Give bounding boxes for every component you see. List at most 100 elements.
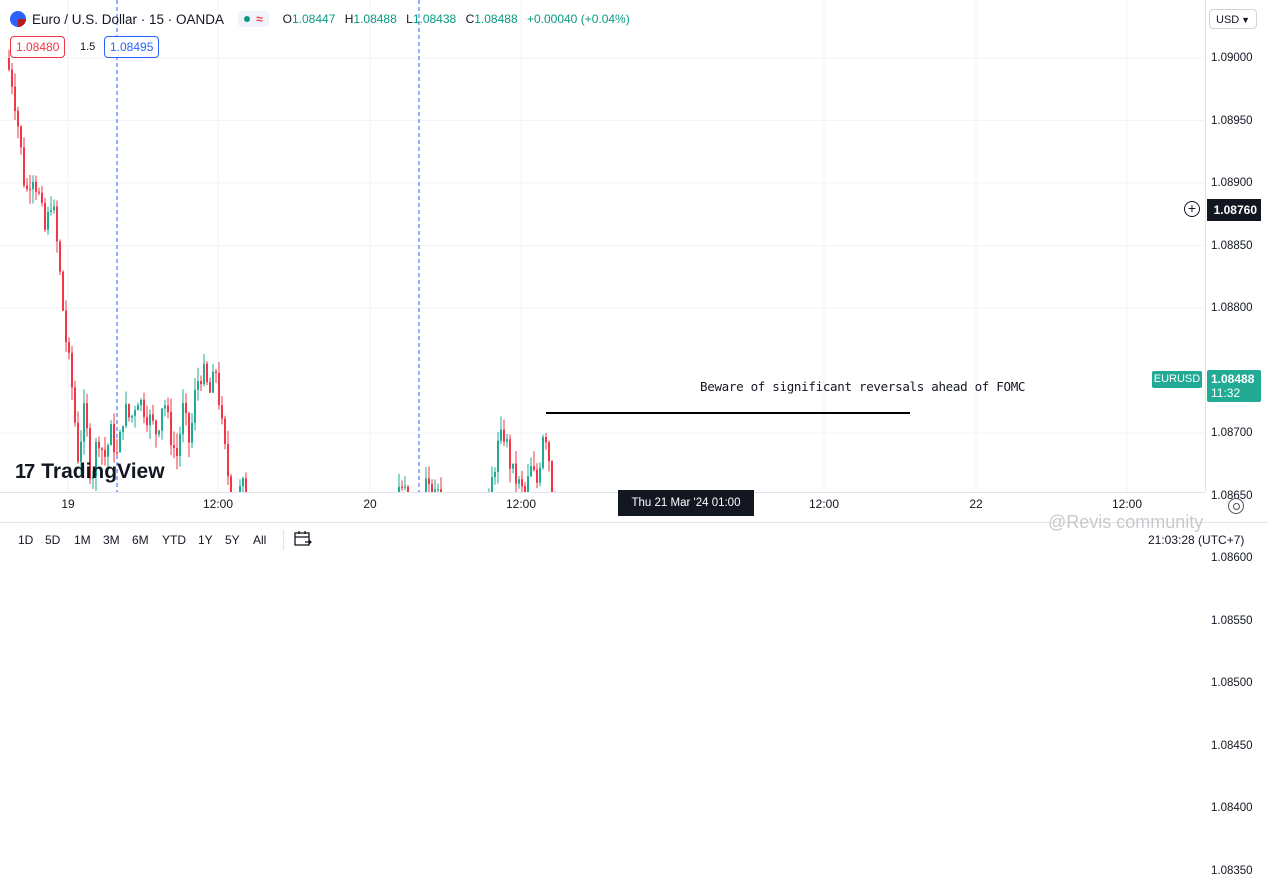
calendar-goto-date-icon[interactable]	[294, 530, 312, 547]
add-alert-plus-icon[interactable]: +	[1184, 201, 1200, 217]
tradingview-wordmark: TradingView	[41, 460, 165, 483]
candle-body	[17, 111, 19, 127]
tradingview-logo-mark-icon: 17	[15, 460, 35, 483]
range-button-ytd[interactable]: YTD	[162, 533, 186, 547]
candle-body	[518, 479, 520, 484]
symbol-header: Euro / U.S. Dollar · 15 · OANDA ≈ O1.084…	[10, 8, 630, 30]
tradingview-logo[interactable]: 17 TradingView	[15, 460, 165, 484]
time-tick-label: 22	[969, 497, 983, 511]
last-price-value: 1.08488	[1211, 372, 1255, 386]
last-price-label: 1.08488 11:32	[1207, 370, 1261, 402]
candle-body	[425, 478, 427, 492]
chevron-down-icon: ▼	[1241, 15, 1250, 25]
candle-body	[65, 310, 67, 343]
time-tick-label: 12:00	[808, 497, 840, 511]
candle-body	[227, 444, 229, 477]
symbol-title[interactable]: Euro / U.S. Dollar · 15 · OANDA	[32, 11, 225, 27]
candle-body	[536, 469, 538, 483]
candle-body	[428, 478, 430, 484]
candle-body	[152, 414, 154, 421]
currency-flag-icon	[10, 11, 26, 27]
range-button-6m[interactable]: 6M	[132, 533, 149, 547]
range-button-5y[interactable]: 5Y	[225, 533, 240, 547]
candle-body	[104, 450, 106, 457]
chart-annotation-text[interactable]: Beware of significant reversals ahead of…	[700, 379, 1026, 394]
candle-body	[170, 412, 172, 446]
candle-body	[131, 415, 133, 418]
price-chart[interactable]	[0, 0, 1205, 492]
candle-body	[8, 58, 10, 70]
toolbar-divider	[283, 530, 284, 550]
candle-body	[98, 441, 100, 449]
candle-body	[167, 405, 169, 413]
range-button-1y[interactable]: 1Y	[198, 533, 213, 547]
candle-body	[125, 404, 127, 426]
settings-gear-icon[interactable]	[1228, 498, 1244, 514]
price-tick-label: 1.09000	[1211, 52, 1253, 64]
candle-body	[173, 445, 175, 449]
chart-grid	[0, 0, 1205, 492]
candle-body	[200, 381, 202, 385]
candle-body	[164, 405, 166, 409]
candle-body	[437, 489, 439, 491]
price-tick-label: 1.08650	[1211, 489, 1253, 502]
candle-body	[218, 372, 220, 406]
price-tick-label: 1.08950	[1211, 114, 1253, 127]
candle-body	[14, 86, 16, 112]
candle-body	[119, 431, 121, 453]
time-tick-label: 12:00	[1111, 497, 1143, 511]
range-button-1d[interactable]: 1D	[18, 533, 34, 547]
candle-body	[134, 410, 136, 416]
candle-body	[29, 189, 31, 191]
candle-body	[551, 461, 553, 492]
range-button-3m[interactable]: 3M	[103, 533, 120, 547]
candle-body	[107, 445, 109, 457]
candle-body	[50, 210, 52, 212]
candle-body	[401, 486, 403, 488]
currency-label: USD	[1216, 14, 1240, 26]
range-button-all[interactable]: All	[253, 533, 267, 547]
range-button-5d[interactable]: 5D	[45, 533, 61, 547]
candle-body	[77, 422, 79, 462]
candle-body	[11, 69, 13, 87]
change-value: +0.00040 (+0.04%)	[526, 12, 630, 26]
candle-body	[404, 486, 406, 488]
crosshair-price-label: 1.08760	[1207, 199, 1261, 221]
price-tick-label: 1.08500	[1211, 677, 1253, 689]
candle-body	[515, 463, 517, 484]
candle-body	[158, 430, 160, 435]
candle-body	[41, 192, 43, 203]
timezone-clock[interactable]: 21:03:28 (UTC+7)	[1148, 533, 1245, 547]
candle-body	[245, 478, 247, 492]
price-tick-label: 1.08700	[1211, 427, 1253, 439]
candle-body	[215, 371, 217, 373]
candle-body	[89, 428, 91, 479]
candle-body	[176, 448, 178, 457]
cursor-date-label: Thu 21 Mar '24 01:00	[618, 490, 754, 516]
candle-body	[179, 434, 181, 457]
candle-body	[407, 486, 409, 492]
price-tick-label: 1.08400	[1211, 802, 1253, 814]
candlestick-series	[8, 49, 556, 492]
buy-price-button[interactable]: 1.08495	[104, 36, 160, 58]
candle-body	[500, 429, 502, 441]
sell-price-button[interactable]: 1.08480	[10, 36, 66, 58]
bottom-toolbar	[0, 522, 1268, 561]
market-status-pill[interactable]: ≈	[238, 11, 269, 27]
candle-body	[92, 476, 94, 479]
currency-select[interactable]: USD ▼	[1209, 9, 1257, 29]
candle-body	[20, 126, 22, 148]
candle-body	[398, 486, 400, 492]
candle-body	[197, 381, 199, 390]
candle-body	[191, 422, 193, 443]
candle-body	[146, 417, 148, 426]
range-button-1m[interactable]: 1M	[74, 533, 91, 547]
delayed-data-icon: ≈	[256, 12, 263, 26]
candle-body	[509, 439, 511, 469]
time-tick-label: 20	[363, 497, 377, 511]
candle-body	[110, 424, 112, 446]
candle-body	[122, 425, 124, 432]
drawing-lines[interactable]	[0, 412, 1205, 492]
time-tick-label: 19	[61, 497, 75, 511]
candle-body	[95, 441, 97, 477]
